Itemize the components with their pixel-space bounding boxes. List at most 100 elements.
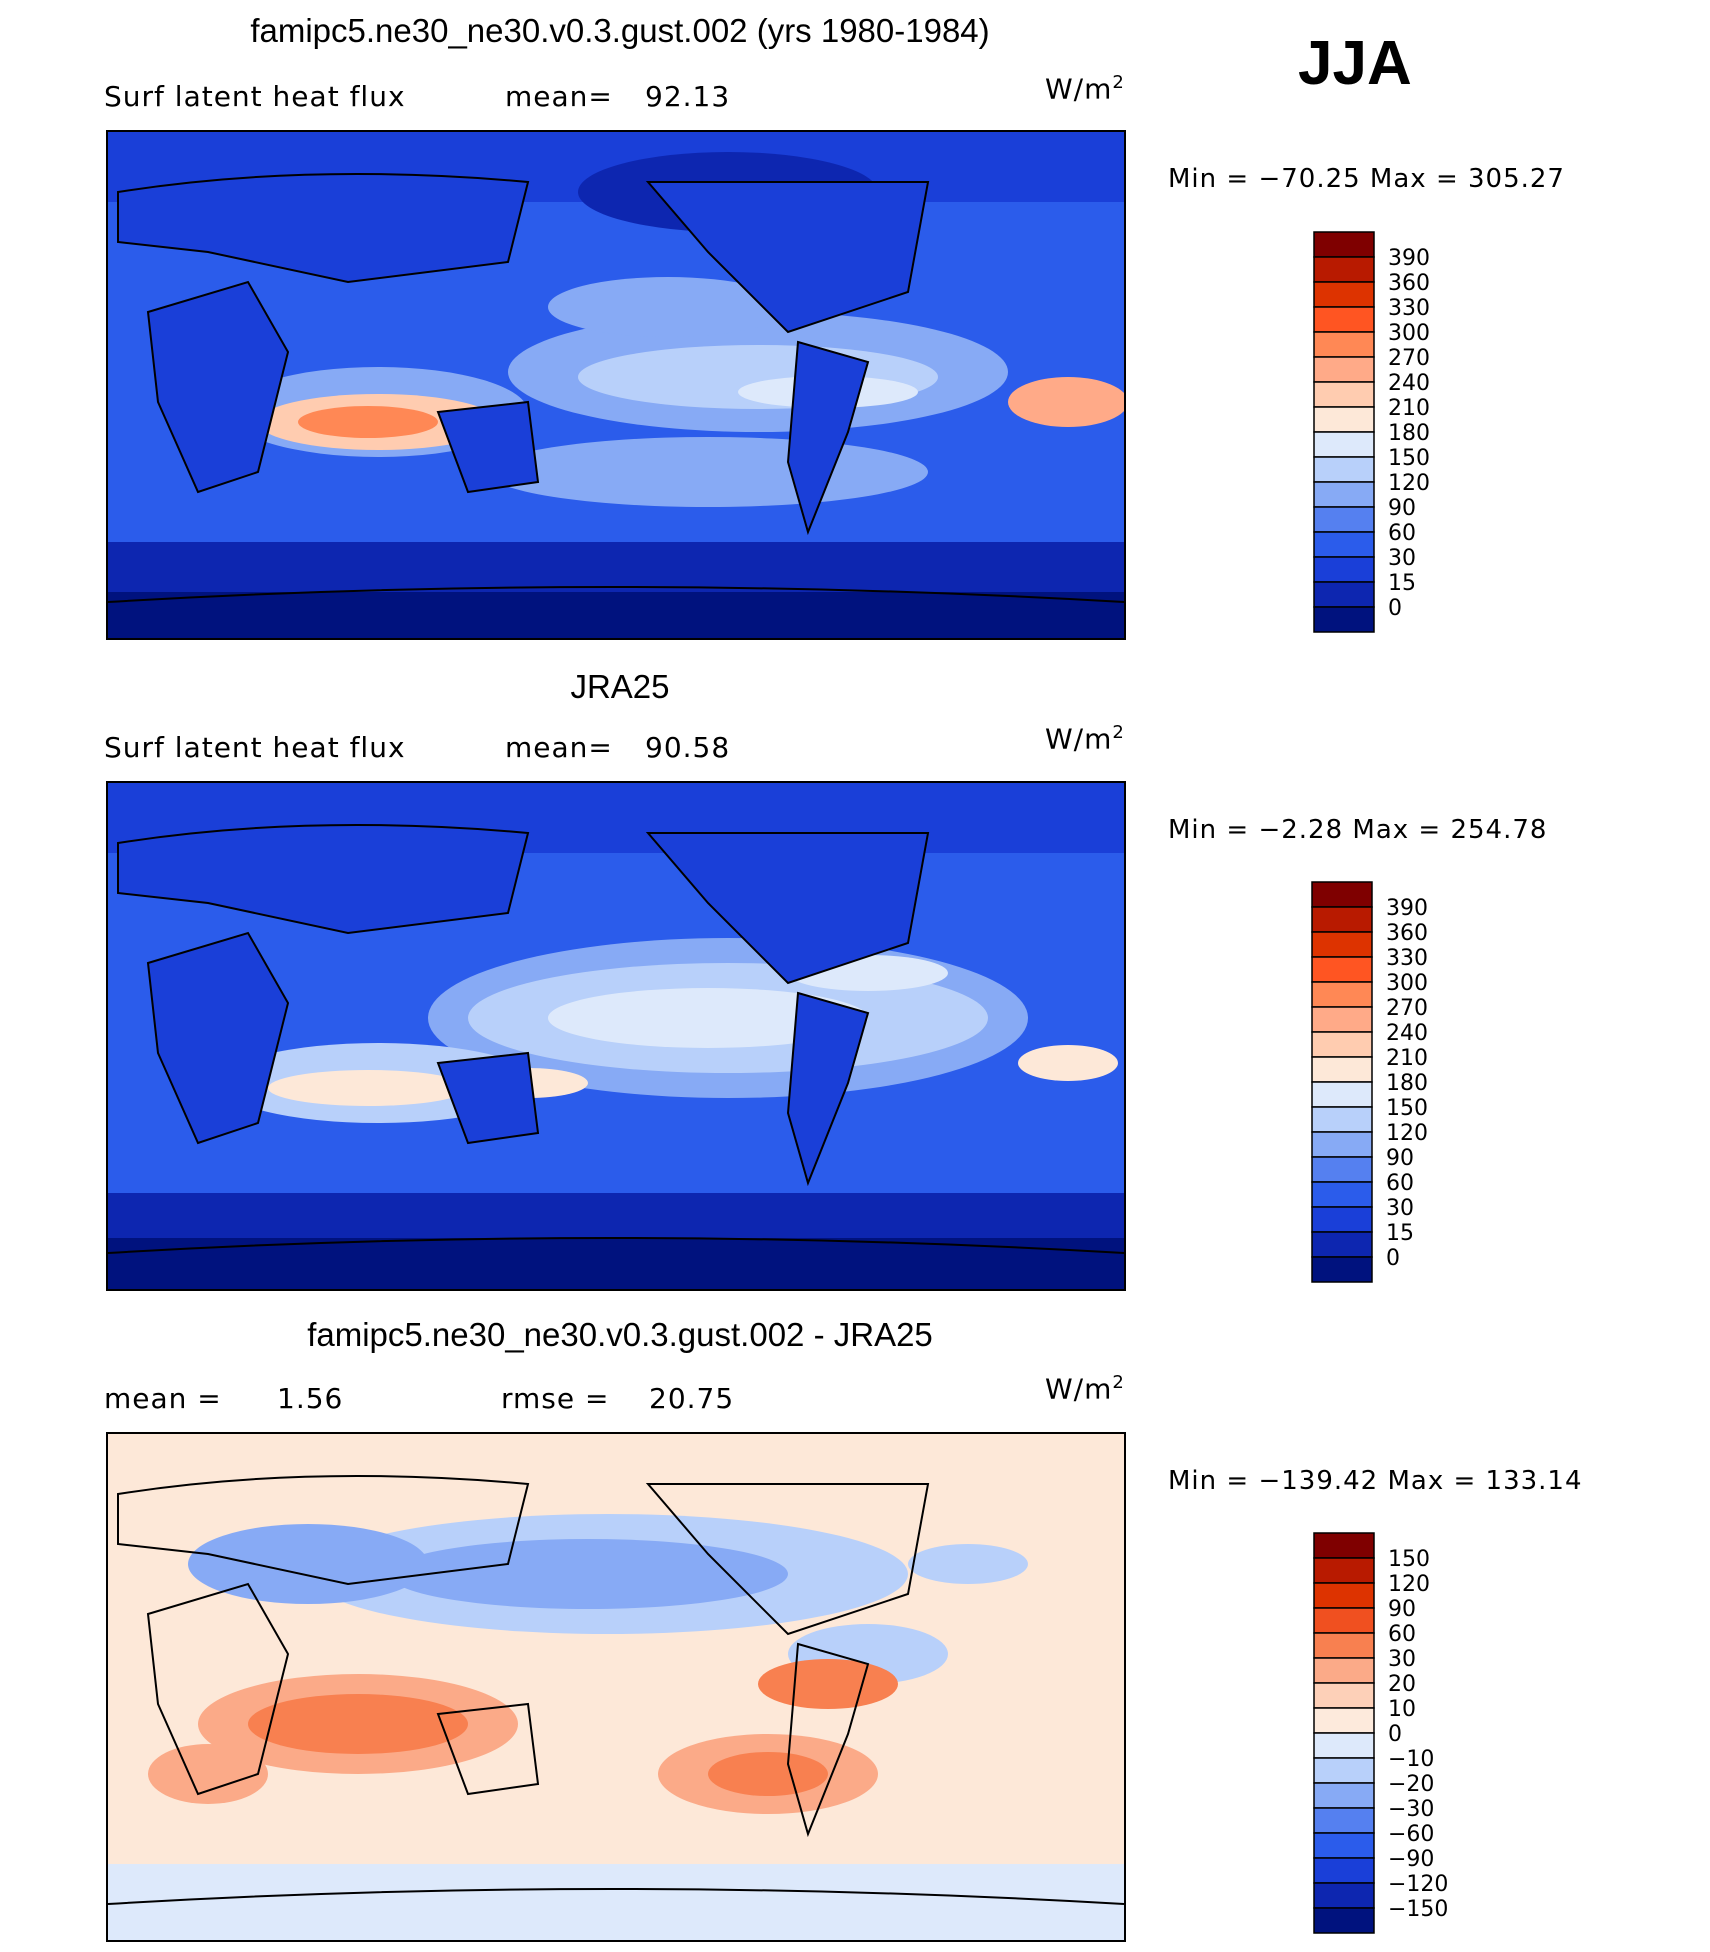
panel-2-units: W/m2	[1045, 722, 1125, 756]
panel-3-mean-label: mean =	[104, 1382, 222, 1415]
panel-1-colorbar: 390 360 330 300 270 240 210 180 150 120 90 60 30 15 0	[1312, 230, 1472, 641]
panel-2-variable: Surf latent heat flux	[104, 731, 406, 764]
colorbar-swatch	[1313, 1582, 1375, 1609]
panel-2-map-svg	[108, 783, 1124, 1289]
colorbar-tick-label: 120	[1388, 471, 1430, 496]
season-label: JJA	[1298, 29, 1412, 98]
colorbar-swatch	[1313, 356, 1375, 383]
colorbar-tick-label: 120	[1386, 1121, 1428, 1146]
colorbar-tick-label: 180	[1388, 421, 1430, 446]
panel-3-units: W/m2	[1045, 1372, 1125, 1406]
colorbar-tick-label: 0	[1388, 596, 1402, 621]
colorbar-tick-label: −20	[1388, 1772, 1434, 1797]
colorbar-tick-label: 330	[1386, 946, 1428, 971]
panel-3-minmax: Min = −139.42 Max = 133.14	[1168, 1466, 1583, 1496]
colorbar-swatch	[1311, 1056, 1373, 1083]
colorbar-tick-label: 60	[1386, 1171, 1414, 1196]
panel-2-minmax: Min = −2.28 Max = 254.78	[1168, 815, 1548, 845]
panel-3-mean-value: 1.56	[277, 1382, 344, 1415]
colorbar-tick-label: 120	[1388, 1572, 1430, 1597]
colorbar-tick-label: 90	[1386, 1146, 1414, 1171]
colorbar-tick-label: 20	[1388, 1672, 1416, 1697]
colorbar-tick-label: 390	[1386, 896, 1428, 921]
colorbar-swatch	[1311, 906, 1373, 933]
panel-2-mean-label: mean=	[505, 731, 613, 764]
colorbar-swatch	[1311, 1231, 1373, 1258]
colorbar-swatch	[1313, 1682, 1375, 1709]
colorbar-swatch	[1313, 306, 1375, 333]
colorbar-tick-label: −120	[1388, 1872, 1448, 1897]
panel-1-title: famipc5.ne30_ne30.v0.3.gust.002 (yrs 198…	[250, 12, 990, 49]
colorbar-swatch	[1311, 981, 1373, 1008]
colorbar-swatch	[1313, 1632, 1375, 1659]
colorbar-swatch	[1311, 1206, 1373, 1233]
colorbar-tick-label: 60	[1388, 521, 1416, 546]
colorbar-swatch	[1313, 556, 1375, 583]
colorbar-swatch	[1313, 431, 1375, 458]
colorbar-tick-label: 0	[1388, 1722, 1402, 1747]
colorbar-tick-label: 30	[1388, 546, 1416, 571]
colorbar-tick-label: 150	[1388, 446, 1430, 471]
colorbar-tick-label: 300	[1386, 971, 1428, 996]
colorbar-swatch	[1311, 1156, 1373, 1183]
colorbar-swatch	[1311, 881, 1373, 908]
panel-1-minmax: Min = −70.25 Max = 305.27	[1168, 164, 1565, 194]
panel-1-mean-label: mean=	[505, 80, 613, 113]
panel-1-map-svg	[108, 132, 1124, 638]
panel-2-colorbar: 390 360 330 300 270 240 210 180 150 120 90 60 30 15 0	[1310, 880, 1470, 1291]
colorbar-swatch	[1313, 1607, 1375, 1634]
colorbar-tick-label: 30	[1386, 1196, 1414, 1221]
panel-1-mean-value: 92.13	[645, 80, 731, 113]
panel-3-title: famipc5.ne30_ne30.v0.3.gust.002 - JRA25	[307, 1316, 933, 1353]
panel-1-variable: Surf latent heat flux	[104, 80, 406, 113]
colorbar-tick-label: 30	[1388, 1647, 1416, 1672]
colorbar-swatch	[1311, 1081, 1373, 1108]
colorbar-tick-label: 270	[1388, 346, 1430, 371]
colorbar-swatch	[1313, 256, 1375, 283]
colorbar-swatch	[1311, 1031, 1373, 1058]
colorbar-tick-label: 150	[1388, 1547, 1430, 1572]
colorbar-swatch	[1313, 381, 1375, 408]
colorbar-tick-label: −150	[1388, 1897, 1448, 1922]
panel-1-map	[106, 130, 1126, 640]
colorbar-tick-label: 240	[1388, 371, 1430, 396]
colorbar-swatch	[1313, 606, 1375, 633]
panel-3-rmse-value: 20.75	[649, 1382, 735, 1415]
colorbar-tick-label: 90	[1388, 1597, 1416, 1622]
colorbar-tick-label: −60	[1388, 1822, 1434, 1847]
panel-2-map	[106, 781, 1126, 1291]
colorbar-swatch	[1313, 1707, 1375, 1734]
colorbar-tick-label: 180	[1386, 1071, 1428, 1096]
colorbar-swatch	[1313, 1657, 1375, 1684]
colorbar-swatch	[1311, 956, 1373, 983]
panel-3-rmse-label: rmse =	[501, 1382, 610, 1415]
colorbar-tick-label: 390	[1388, 246, 1430, 271]
colorbar-tick-label: 360	[1386, 921, 1428, 946]
colorbar-swatch	[1313, 1532, 1375, 1559]
colorbar-swatch	[1313, 506, 1375, 533]
panel-3-map	[106, 1432, 1126, 1942]
panel-3-colorbar: 150 120 90 60 30 20 10 0 −10 −20 −30 −60 −90 −120 −150	[1312, 1531, 1472, 1942]
colorbar-swatch	[1313, 1757, 1375, 1784]
colorbar-swatch	[1311, 1131, 1373, 1158]
colorbar-tick-label: 330	[1388, 296, 1430, 321]
colorbar-tick-label: 270	[1386, 996, 1428, 1021]
colorbar-tick-label: 0	[1386, 1246, 1400, 1271]
colorbar-swatch	[1313, 1807, 1375, 1834]
colorbar-tick-label: 300	[1388, 321, 1430, 346]
colorbar-swatch	[1313, 456, 1375, 483]
panel-3-map-svg	[108, 1434, 1124, 1940]
panel-2-title: JRA25	[570, 668, 670, 705]
colorbar-swatch	[1313, 406, 1375, 433]
colorbar-swatch	[1313, 531, 1375, 558]
colorbar-swatch	[1313, 1907, 1375, 1934]
colorbar-swatch	[1311, 1106, 1373, 1133]
colorbar-tick-label: −10	[1388, 1747, 1434, 1772]
colorbar-swatch	[1313, 331, 1375, 358]
colorbar-swatch	[1313, 231, 1375, 258]
colorbar-swatch	[1313, 1882, 1375, 1909]
colorbar-tick-label: 10	[1388, 1697, 1416, 1722]
colorbar-swatch	[1313, 1857, 1375, 1884]
